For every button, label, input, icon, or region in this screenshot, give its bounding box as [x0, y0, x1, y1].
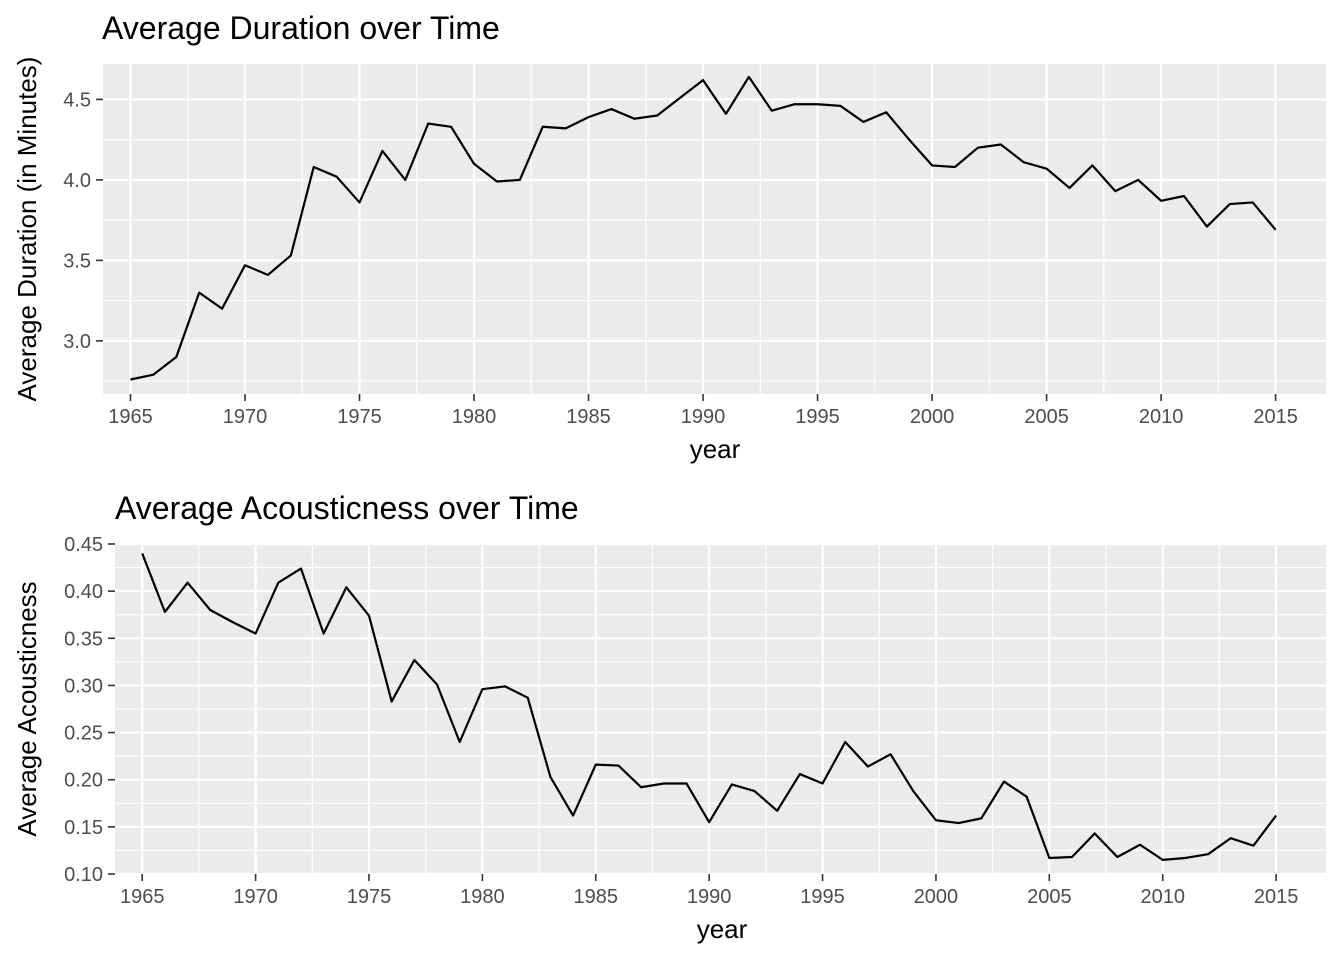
acousticness-gridlines [115, 542, 1326, 876]
duration-axis-ticks: 1965 1970 1975 1980 1985 1990 1995 2000 2005 2010… [63, 89, 1298, 428]
duration-y-tick-label: 4.0 [63, 170, 91, 192]
duration-x-tick-label: 1965 [108, 406, 153, 428]
acousticness-x-tick-label: 1995 [800, 886, 845, 908]
acousticness-x-tick-label: 2000 [914, 886, 959, 908]
acousticness-x-tick-label: 1965 [120, 886, 165, 908]
duration-plot-panel [103, 64, 1326, 394]
duration-y-tick-label: 4.5 [63, 89, 91, 111]
acousticness-y-tick-label: 0.10 [64, 864, 103, 886]
acousticness-y-axis-title: Average Acousticness [12, 581, 42, 836]
acousticness-series-line [141, 553, 1277, 861]
acousticness-y-tick-label: 0.20 [64, 770, 103, 792]
duration-series-line [130, 75, 1277, 381]
duration-x-tick-label: 1980 [452, 406, 497, 428]
acousticness-x-tick-label: 1975 [347, 886, 392, 908]
acousticness-y-tick-label: 0.30 [64, 675, 103, 697]
duration-x-tick-label: 1975 [337, 406, 382, 428]
duration-x-tick-label: 1985 [566, 406, 611, 428]
duration-x-tick-label: 2015 [1253, 406, 1298, 428]
duration-x-tick-label: 1970 [223, 406, 268, 428]
acousticness-x-tick-label: 2005 [1027, 886, 1072, 908]
duration-x-tick-label: 2005 [1024, 406, 1069, 428]
acousticness-chart-title: Average Acousticness over Time [115, 490, 579, 526]
duration-y-tick-label: 3.0 [63, 331, 91, 353]
acousticness-y-tick-label: 0.25 [64, 723, 103, 745]
duration-chart-title: Average Duration over Time [102, 10, 500, 46]
acousticness-x-tick-label: 1990 [687, 886, 732, 908]
acousticness-y-tick-label: 0.35 [64, 628, 103, 650]
acousticness-y-tick-label: 0.45 [64, 534, 103, 556]
acousticness-y-tick-label: 0.40 [64, 581, 103, 603]
duration-x-tick-label: 1995 [795, 406, 840, 428]
acousticness-x-tick-label: 1985 [574, 886, 619, 908]
acousticness-y-tick-label: 0.15 [64, 817, 103, 839]
acousticness-x-axis-title: year [697, 914, 748, 944]
acousticness-x-tick-label: 2015 [1254, 886, 1299, 908]
acousticness-axis-ticks: 1965 1970 1975 1980 1985 1990 1995 2000 2005 2010… [64, 534, 1298, 908]
duration-x-tick-label: 2010 [1139, 406, 1184, 428]
acousticness-x-tick-label: 2010 [1140, 886, 1185, 908]
acousticness-x-tick-label: 1970 [233, 886, 278, 908]
acousticness-chart: Average Acousticness over Time 1965 1970 1… [12, 490, 1326, 944]
duration-chart: Average Duration over Time 1965 1970 1975 1… [12, 10, 1326, 464]
acousticness-x-tick-label: 1980 [460, 886, 505, 908]
duration-y-axis-title: Average Duration (in Minutes) [12, 57, 42, 402]
duration-x-tick-label: 1990 [681, 406, 726, 428]
duration-x-axis-title: year [690, 434, 741, 464]
duration-y-tick-label: 3.5 [63, 250, 91, 272]
duration-x-tick-label: 2000 [910, 406, 955, 428]
